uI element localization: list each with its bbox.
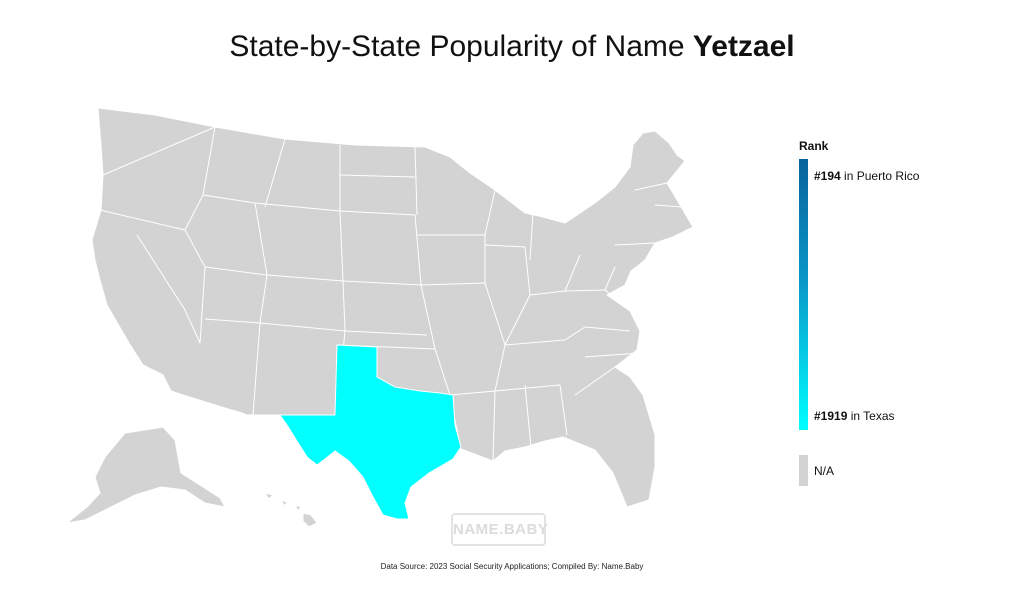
state-borders [99,126,682,462]
legend-top-label: #194 in Puerto Rico [814,169,919,183]
name-baby-watermark: NAME.BABY [451,513,548,546]
legend-na-swatch [799,455,808,486]
us-map [66,107,694,528]
legend-bottom-rank: #1919 [814,409,848,423]
legend-bottom-place: in Texas [850,409,895,423]
texas-shape [279,344,462,520]
legend-gradient-bar [799,159,808,430]
title-name: Yetzael [692,30,795,63]
title-prefix: State-by-State Popularity of Name [229,30,685,63]
legend-na-label: N/A [814,464,835,478]
legend-top-rank: #194 [814,169,841,183]
legend-top-place: in Puerto Rico [844,169,920,183]
legend-title: Rank [799,139,829,153]
map-title: State-by-State Popularity of Name Yetzae… [0,30,1024,64]
hawaii-shape [264,492,318,528]
contiguous-us-shape [91,107,694,518]
legend-bottom-label: #1919 in Texas [814,409,895,423]
data-source-note: Data Source: 2023 Social Security Applic… [380,562,644,571]
alaska-shape [66,426,226,524]
